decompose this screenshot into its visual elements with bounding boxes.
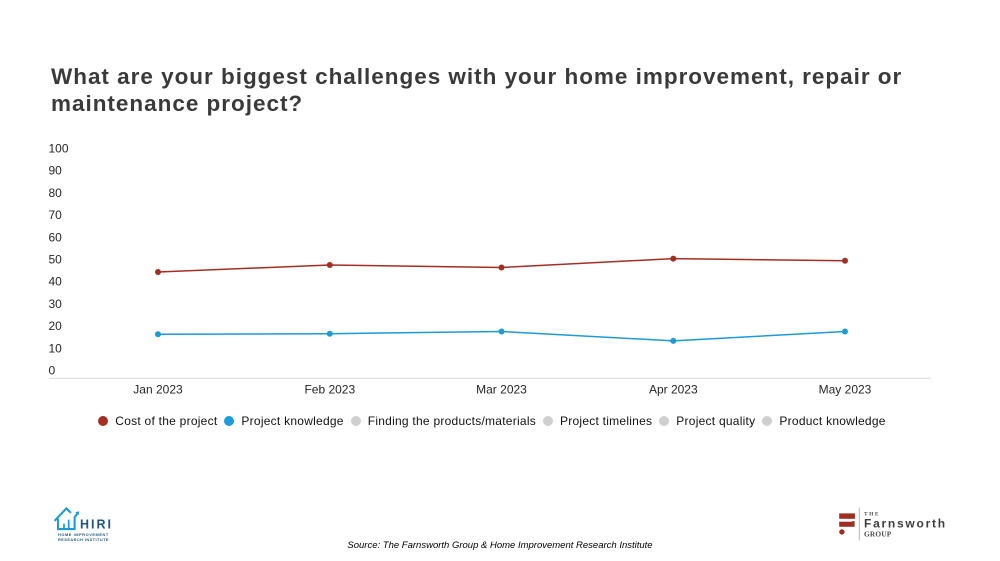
svg-text:May 2023: May 2023 bbox=[819, 383, 872, 397]
svg-text:RESEARCH INSTITUTE: RESEARCH INSTITUTE bbox=[58, 537, 109, 542]
svg-text:Apr 2023: Apr 2023 bbox=[649, 383, 698, 397]
svg-text:0: 0 bbox=[49, 364, 56, 378]
svg-text:HIRI: HIRI bbox=[80, 518, 113, 532]
svg-text:THE: THE bbox=[864, 512, 880, 518]
svg-text:80: 80 bbox=[49, 186, 63, 200]
svg-text:50: 50 bbox=[49, 253, 63, 267]
svg-text:Jan 2023: Jan 2023 bbox=[133, 383, 183, 397]
svg-text:10: 10 bbox=[49, 341, 63, 355]
svg-text:Feb 2023: Feb 2023 bbox=[304, 383, 355, 397]
svg-text:60: 60 bbox=[49, 230, 63, 244]
svg-text:90: 90 bbox=[49, 164, 63, 178]
svg-text:20: 20 bbox=[49, 319, 63, 333]
svg-text:GROUP: GROUP bbox=[864, 529, 892, 538]
svg-text:30: 30 bbox=[49, 297, 63, 311]
svg-text:100: 100 bbox=[49, 142, 69, 156]
svg-text:40: 40 bbox=[49, 275, 63, 289]
svg-text:Farnsworth: Farnsworth bbox=[864, 516, 947, 530]
svg-text:70: 70 bbox=[49, 208, 63, 222]
svg-text:HOME IMPROVEMENT: HOME IMPROVEMENT bbox=[58, 532, 109, 537]
svg-text:Mar 2023: Mar 2023 bbox=[476, 383, 527, 397]
